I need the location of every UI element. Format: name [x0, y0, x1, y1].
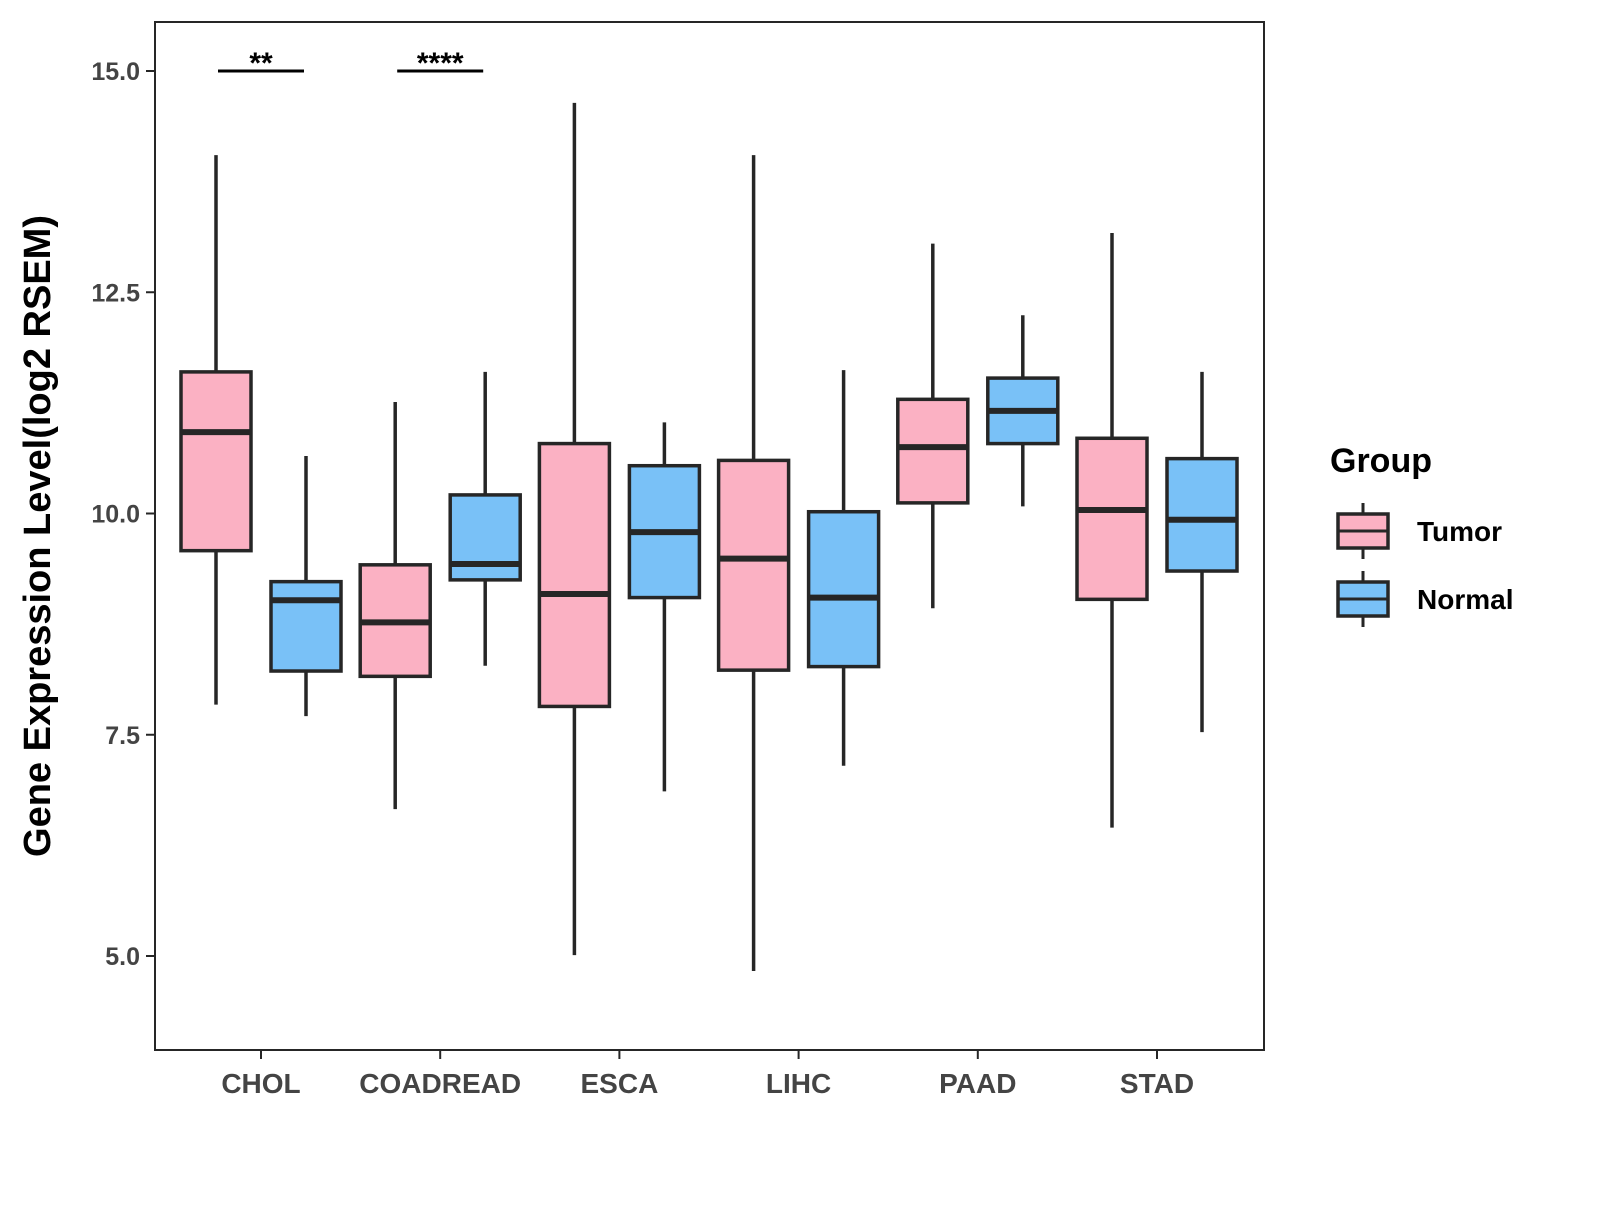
significance-label: **	[249, 47, 273, 80]
y-tick-label: 7.5	[105, 722, 140, 750]
x-tick-label: CHOL	[221, 1068, 300, 1099]
legend-label-tumor: Tumor	[1417, 516, 1502, 547]
x-tick-label: STAD	[1120, 1068, 1194, 1099]
x-tick-label: ESCA	[581, 1068, 659, 1099]
x-tick-label: COADREAD	[359, 1068, 521, 1099]
y-tick-label: 12.5	[91, 279, 140, 307]
box-tumor-esca	[537, 441, 612, 709]
box-normal-chol	[269, 579, 343, 673]
box-normal-coadread	[448, 493, 522, 582]
box-normal-stad	[1165, 456, 1239, 573]
significance-label: ****	[417, 47, 464, 80]
y-tick-label: 15.0	[91, 58, 140, 86]
box-tumor-lihc	[716, 458, 791, 672]
y-tick-label: 10.0	[91, 501, 140, 529]
box-tumor-paad	[896, 397, 970, 505]
y-tick-label: 5.0	[105, 943, 140, 971]
box-tumor-chol	[179, 370, 253, 553]
y-axis-label: Gene Expression Level(log2 RSEM)	[17, 215, 59, 857]
box-tumor-stad	[1075, 436, 1149, 602]
legend-title: Group	[1330, 442, 1432, 480]
x-tick-label: PAAD	[939, 1068, 1016, 1099]
box-normal-lihc	[806, 509, 881, 669]
legend-label-normal: Normal	[1417, 584, 1513, 615]
x-tick-label: LIHC	[766, 1068, 831, 1099]
